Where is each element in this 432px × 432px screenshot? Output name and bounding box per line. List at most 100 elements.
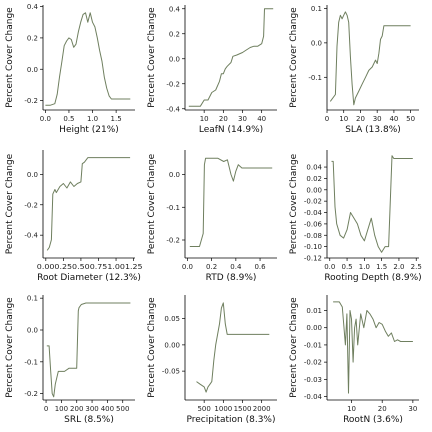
x-tick-label: 0.6: [254, 263, 266, 271]
series-line: [188, 8, 274, 107]
y-tick-label: -0.04: [304, 393, 323, 401]
x-tick-label: 0.0: [182, 263, 193, 271]
chart-panel-7: 0 100 200 300 400 500 -0.2 -0.1 0.0 0.1 SRL (8.5%)…: [5, 295, 135, 425]
y-tick-label: -0.1: [308, 74, 322, 82]
chart-panel-4: 0.000.250.500.751.001.25 -0.4 -0.2 0.0 Root …: [5, 150, 143, 283]
x-tick-label: 1000: [214, 405, 232, 413]
x-tick-label: 0.0: [324, 263, 335, 271]
y-axis-label: Percent Cover Change: [289, 297, 299, 398]
x-tick-label: 1.5: [376, 263, 387, 271]
x-tick-label: 0.000.250.500.751.001.25: [37, 263, 143, 271]
y-tick-label: -0.05: [162, 368, 180, 376]
x-axis-label: SLA (13.8%): [345, 125, 401, 135]
x-tick-label: 20: [378, 405, 387, 413]
y-tick-label: 0.00: [164, 341, 180, 349]
y-axis-label: Percent Cover Change: [5, 7, 15, 108]
x-tick-label: 1.0: [87, 115, 98, 123]
y-tick-label: 0.0: [27, 327, 38, 335]
x-axis-label: RTD (8.9%): [206, 273, 257, 283]
x-tick-label: 1500: [234, 405, 252, 413]
x-tick-label: 20: [219, 115, 228, 123]
y-tick-label: -0.10: [304, 243, 322, 251]
x-tick-label: 10: [339, 115, 348, 123]
y-tick-label: -0.4: [166, 105, 180, 113]
y-tick-label: -0.02: [304, 198, 322, 206]
x-tick-label: 0.4: [230, 263, 242, 271]
y-tick-label: 0.0: [27, 171, 38, 179]
y-axis-label: Percent Cover Change: [147, 153, 157, 254]
y-tick-label: -0.2: [24, 201, 38, 209]
x-tick-label: 30: [408, 405, 417, 413]
y-axis-label: Percent Cover Change: [289, 7, 299, 108]
y-tick-label: -0.2: [166, 237, 180, 245]
series-line: [196, 302, 270, 393]
x-tick-label: 0.5: [63, 115, 74, 123]
y-tick-label: 0.0: [27, 66, 38, 74]
x-tick-label: 500: [116, 405, 129, 413]
y-tick-label: -0.12: [304, 255, 322, 263]
series-line: [189, 157, 273, 247]
x-tick-label: 0: [44, 405, 48, 413]
y-axis-label: Percent Cover Change: [5, 153, 15, 254]
y-tick-label: 0.4: [27, 3, 39, 11]
y-tick-label: -0.2: [166, 80, 180, 88]
series-line: [333, 301, 413, 394]
x-tick-label: 400: [101, 405, 114, 413]
x-tick-label: 0.5: [341, 263, 352, 271]
chart-panel-5: 0.0 0.2 0.4 0.6 -0.2 -0.1 0.0 RTD (8.9%) Percent…: [147, 150, 277, 283]
x-axis-label: SRL (8.5%): [64, 415, 114, 425]
y-tick-label: 0.04: [306, 164, 322, 172]
x-tick-label: 50: [406, 115, 415, 123]
x-tick-label: 10: [200, 115, 209, 123]
y-tick-label: -0.02: [304, 359, 322, 367]
y-tick-label: 0.1: [311, 5, 322, 13]
y-tick-label: -0.2: [24, 390, 38, 398]
y-tick-label: 0.01: [306, 307, 322, 315]
series-line: [46, 157, 131, 251]
y-axis-label: Percent Cover Change: [5, 297, 15, 398]
x-tick-label: 2000: [253, 405, 271, 413]
x-tick-label: 10: [347, 405, 356, 413]
x-tick-label: 2.5: [411, 263, 422, 271]
y-tick-label: 0.0: [169, 55, 180, 63]
y-tick-label: 0.4: [169, 5, 181, 13]
y-tick-label: -0.04: [304, 209, 323, 217]
x-tick-label: 2.0: [393, 263, 404, 271]
y-tick-label: -0.01: [304, 341, 322, 349]
series-line: [45, 12, 131, 106]
y-tick-label: -0.4: [24, 232, 38, 240]
y-tick-label: 0.00: [306, 186, 322, 194]
y-axis-label: Percent Cover Change: [289, 153, 299, 254]
y-tick-label: 0.02: [306, 175, 322, 183]
series-line: [46, 302, 131, 398]
x-axis-label: Root Diameter (12.3%): [37, 273, 141, 283]
x-tick-label: 500: [197, 405, 210, 413]
x-tick-label: 30: [373, 115, 382, 123]
x-axis-label: Precipitation (8.3%): [186, 415, 275, 425]
x-tick-label: 30: [238, 115, 247, 123]
y-tick-label: 0.2: [169, 30, 180, 38]
y-tick-label: -0.1: [24, 358, 38, 366]
series-line: [331, 155, 413, 253]
x-axis-label: Rooting Depth (8.9%): [324, 273, 421, 283]
y-tick-label: 0.0: [311, 39, 322, 47]
y-axis-label: Percent Cover Change: [147, 297, 157, 398]
chart-panel-2: 10 20 30 40 -0.4 -0.2 0.0 0.2 0.4 LeafN (14.9%) Pe…: [147, 5, 277, 135]
y-tick-label: -0.1: [166, 204, 180, 212]
y-tick-label: 0.00: [306, 324, 322, 332]
x-tick-label: 300: [85, 405, 98, 413]
x-tick-label: 40: [257, 115, 266, 123]
chart-panel-9: 10 20 30 -0.04 -0.03 -0.02 -0.01 0.00 0.01 RootN …: [289, 295, 419, 425]
x-tick-label: 0: [325, 115, 329, 123]
y-tick-label: -0.03: [304, 376, 322, 384]
x-tick-label: 1.0: [359, 263, 370, 271]
x-tick-label: 0.0: [40, 115, 51, 123]
x-axis-label: LeafN (14.9%): [199, 125, 263, 135]
y-axis-label: Percent Cover Change: [147, 7, 157, 108]
x-tick-label: 100: [55, 405, 68, 413]
y-tick-label: -0.08: [304, 232, 322, 240]
x-tick-label: 20: [356, 115, 365, 123]
chart-panel-8: 500 1000 1500 2000 -0.05 0.00 0.05 Precipitatio…: [147, 295, 277, 425]
y-tick-label: 0.1: [27, 295, 38, 303]
